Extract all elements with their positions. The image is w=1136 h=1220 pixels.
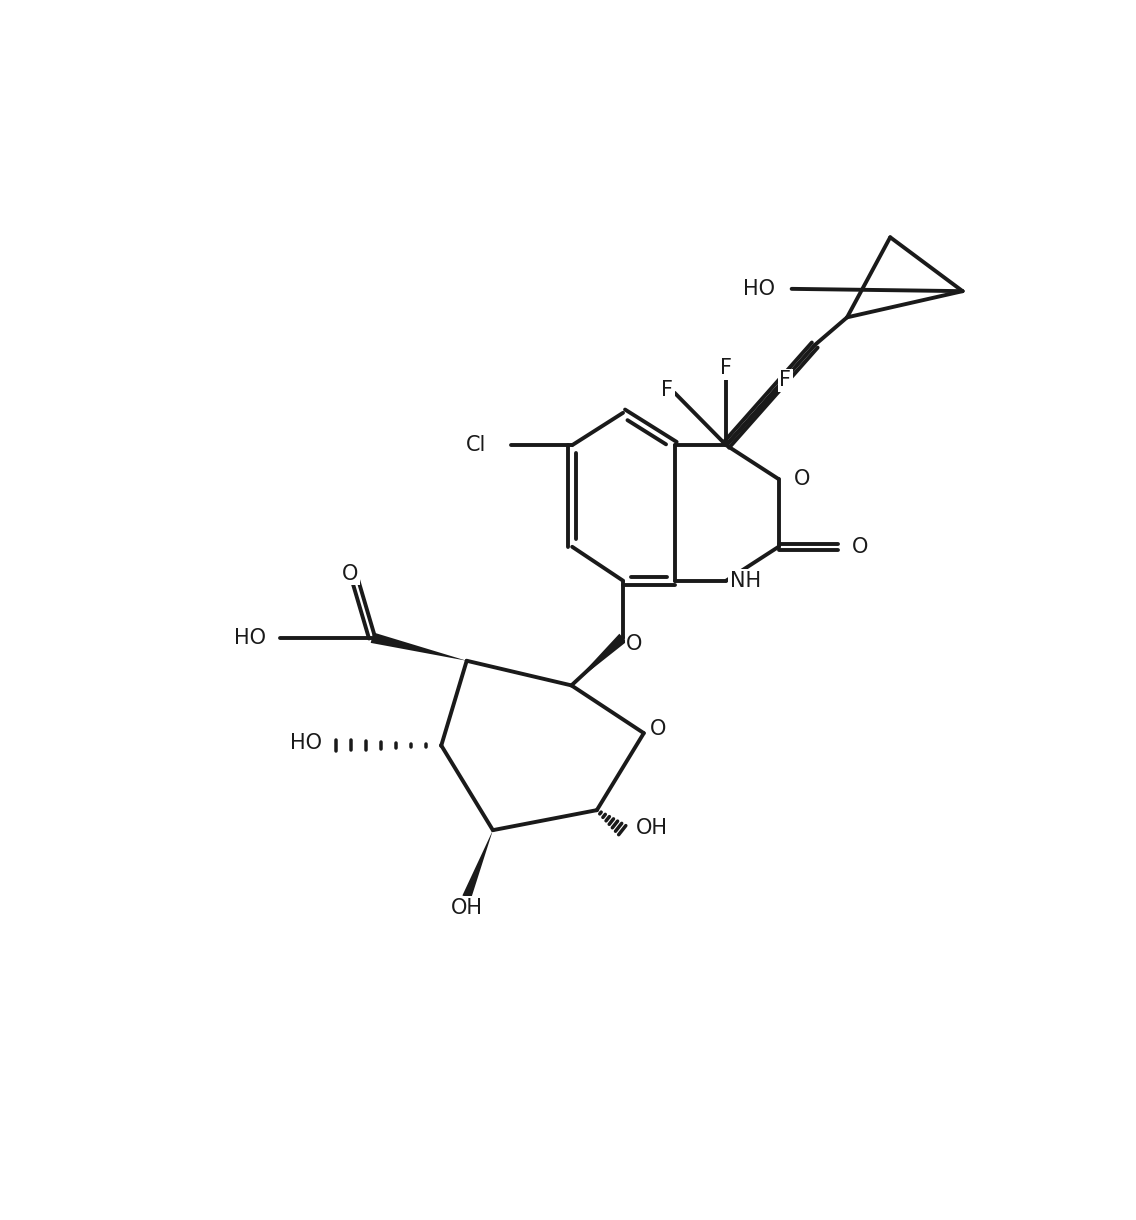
Polygon shape <box>370 632 467 661</box>
Text: O: O <box>342 564 359 583</box>
Text: HO: HO <box>234 627 266 648</box>
Text: OH: OH <box>451 898 483 917</box>
Text: O: O <box>626 634 643 654</box>
Text: HO: HO <box>290 733 321 753</box>
Polygon shape <box>571 633 627 686</box>
Text: F: F <box>661 379 673 400</box>
Text: OH: OH <box>636 817 668 838</box>
Text: HO: HO <box>743 279 775 299</box>
Text: O: O <box>794 468 810 489</box>
Text: NH: NH <box>730 571 761 590</box>
Polygon shape <box>462 830 493 899</box>
Text: O: O <box>650 720 666 739</box>
Text: F: F <box>720 359 733 378</box>
Text: O: O <box>852 537 868 556</box>
Text: Cl: Cl <box>467 436 486 455</box>
Text: F: F <box>779 371 792 390</box>
